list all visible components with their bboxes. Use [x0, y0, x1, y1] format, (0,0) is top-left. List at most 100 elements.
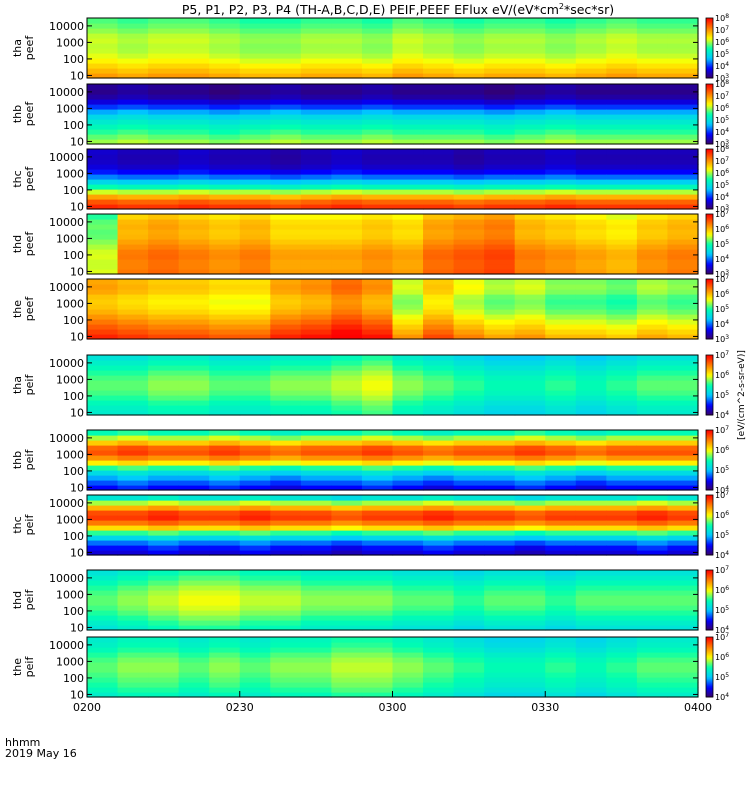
colorbar-step: [706, 337, 713, 340]
heatmap-cell: [361, 319, 394, 325]
heatmap-cell: [667, 134, 699, 140]
heatmap-cell: [606, 314, 638, 320]
heatmap-cell: [209, 119, 241, 125]
heatmap-cell: [423, 647, 455, 653]
heatmap-cell: [300, 104, 332, 110]
heatmap-cell: [209, 395, 241, 401]
heatmap-cell: [117, 370, 149, 376]
heatmap-cell: [453, 149, 485, 155]
heatmap-cell: [209, 692, 241, 698]
heatmap-cell: [392, 204, 424, 210]
heatmap-cell: [545, 677, 577, 683]
heatmap-cell: [117, 605, 149, 611]
heatmap-cell: [361, 99, 394, 105]
heatmap-cell: [484, 63, 516, 69]
panel-frame: [86, 148, 699, 210]
heatmap-cell: [606, 360, 638, 366]
heatmap-cell: [514, 314, 546, 320]
heatmap-cell: [331, 625, 363, 631]
heatmap-cell: [178, 244, 210, 250]
colorbar-step: [706, 503, 713, 506]
heatmap-cell: [453, 625, 485, 631]
colorbar-step: [706, 592, 713, 595]
heatmap-cell: [423, 395, 455, 401]
heatmap-cell: [514, 500, 546, 506]
heatmap-cell: [667, 620, 699, 626]
heatmap-cell: [331, 84, 363, 90]
heatmap-cell: [514, 657, 546, 663]
heatmap-cell: [667, 535, 699, 541]
heatmap-cell: [484, 595, 516, 601]
heatmap-cell: [545, 234, 577, 240]
heatmap-cell: [270, 575, 302, 581]
colorbar-step: [706, 84, 713, 87]
heatmap-cell: [209, 324, 241, 330]
heatmap-cell: [270, 244, 302, 250]
heatmap-cell: [484, 380, 516, 386]
heatmap-cell: [484, 58, 516, 64]
heatmap-cell: [484, 279, 516, 285]
heatmap-cell: [361, 254, 394, 260]
heatmap-cell: [178, 38, 210, 44]
colorbar-step: [706, 647, 713, 650]
heatmap-cell: [575, 505, 607, 511]
heatmap-cell: [270, 485, 302, 491]
heatmap-cell: [239, 400, 271, 406]
heatmap-cell: [178, 672, 210, 678]
heatmap-cell: [514, 475, 546, 481]
colorbar-step: [706, 295, 713, 298]
heatmap-cell: [270, 380, 302, 386]
heatmap-cell: [300, 585, 332, 591]
heatmap-cell: [423, 440, 455, 446]
heatmap-cell: [209, 637, 241, 643]
heatmap-cell: [545, 480, 577, 486]
heatmap-cell: [667, 400, 699, 406]
y-tick-label: 10000: [49, 151, 84, 164]
heatmap-cell: [239, 58, 271, 64]
heatmap-cell: [361, 214, 394, 220]
heatmap-cell: [331, 570, 363, 576]
heatmap-cell: [423, 329, 455, 335]
heatmap-cell: [636, 309, 669, 315]
heatmap-cell: [484, 605, 516, 611]
heatmap-cell: [239, 23, 271, 29]
heatmap-cell: [636, 385, 669, 391]
heatmap-cell: [148, 109, 180, 115]
heatmap-cell: [148, 53, 180, 59]
heatmap-cell: [209, 189, 241, 195]
heatmap-cell: [239, 430, 271, 436]
heatmap-cell: [667, 244, 699, 250]
heatmap-cell: [148, 652, 180, 658]
colorbar-step: [706, 100, 713, 103]
heatmap-cell: [453, 657, 485, 663]
heatmap-cell: [209, 219, 241, 225]
heatmap-cell: [545, 652, 577, 658]
heatmap-cell: [514, 38, 546, 44]
colorbar-step: [706, 311, 713, 314]
heatmap-cell: [667, 455, 699, 461]
heatmap-cell: [575, 84, 607, 90]
colorbar-step: [706, 58, 713, 61]
heatmap-cell: [606, 319, 638, 325]
heatmap-cell: [178, 174, 210, 180]
heatmap-cell: [392, 184, 424, 190]
heatmap-cell: [575, 299, 607, 305]
heatmap-cell: [270, 390, 302, 396]
colorbar-step: [706, 264, 713, 267]
heatmap-cell: [270, 94, 302, 100]
heatmap-cell: [87, 365, 119, 371]
colorbar-step: [706, 639, 713, 642]
heatmap-cell: [148, 309, 180, 315]
colorbar-tick-label: 105: [715, 390, 729, 400]
heatmap-cell: [331, 99, 363, 105]
heatmap-cell: [361, 682, 394, 688]
heatmap-cell: [239, 595, 271, 601]
heatmap-cell: [423, 53, 455, 59]
colorbar-step: [706, 46, 713, 49]
heatmap-cell: [423, 18, 455, 24]
colorbar-step: [706, 578, 713, 581]
heatmap-cell: [484, 244, 516, 250]
colorbar-step: [706, 580, 713, 583]
